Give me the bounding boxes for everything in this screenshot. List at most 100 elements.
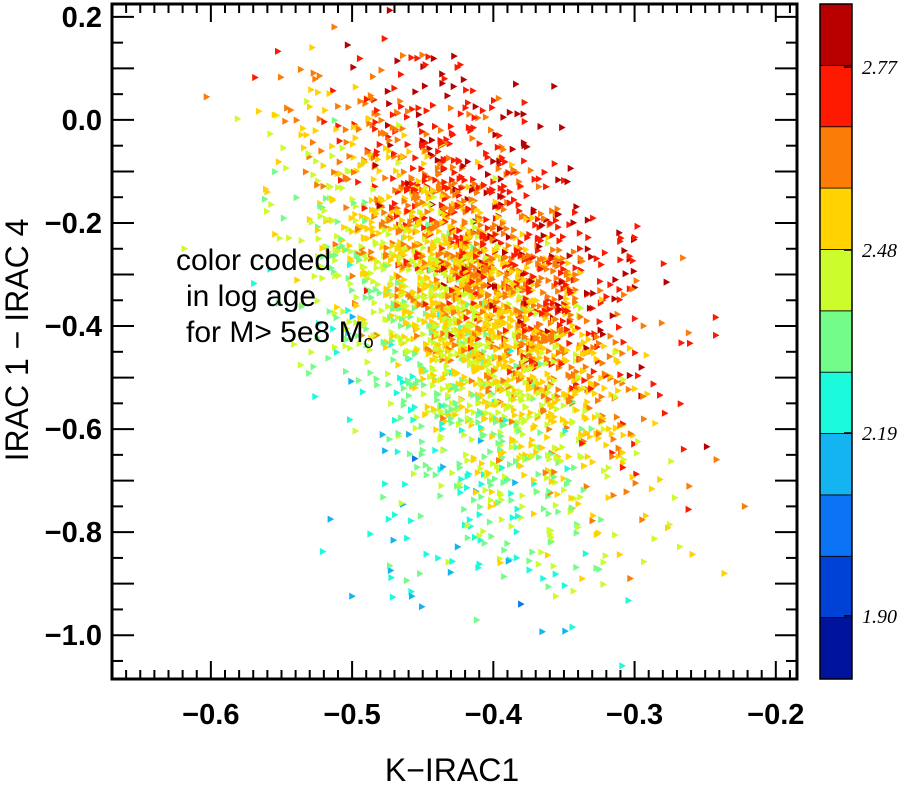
scatter-point bbox=[251, 279, 258, 288]
scatter-point bbox=[487, 448, 494, 456]
scatter-point bbox=[558, 278, 566, 286]
scatter-point bbox=[363, 95, 371, 103]
scatter-point bbox=[556, 321, 564, 329]
scatter-point bbox=[454, 294, 462, 302]
scatter-point bbox=[459, 403, 466, 411]
scatter-point bbox=[583, 317, 591, 325]
scatter-point bbox=[458, 252, 466, 260]
scatter-point bbox=[415, 111, 423, 119]
scatter-point bbox=[484, 311, 491, 319]
scatter-point bbox=[415, 177, 423, 185]
scatter-point bbox=[496, 361, 503, 369]
scatter-point bbox=[516, 369, 524, 377]
scatter-point bbox=[345, 103, 353, 111]
scatter-point bbox=[563, 281, 570, 289]
colorbar-swatch bbox=[819, 3, 853, 66]
scatter-point bbox=[430, 339, 438, 347]
scatter-point bbox=[381, 226, 389, 234]
scatter-point bbox=[542, 469, 550, 477]
scatter-point bbox=[587, 433, 594, 441]
scatter-point bbox=[400, 384, 408, 392]
scatter-point bbox=[386, 435, 394, 443]
scatter-point bbox=[491, 96, 498, 105]
scatter-point bbox=[573, 357, 580, 365]
scatter-point bbox=[475, 350, 482, 358]
scatter-point bbox=[297, 361, 305, 369]
scatter-point bbox=[310, 138, 317, 146]
scatter-point bbox=[527, 376, 534, 384]
scatter-point bbox=[549, 231, 557, 239]
scatter-point bbox=[391, 511, 399, 519]
scatter-point bbox=[404, 207, 412, 215]
scatter-point bbox=[487, 232, 494, 240]
scatter-point bbox=[394, 57, 402, 65]
scatter-point bbox=[470, 256, 477, 264]
scatter-point bbox=[505, 557, 513, 565]
scatter-point bbox=[364, 224, 371, 232]
scatter-point bbox=[600, 425, 608, 433]
scatter-point bbox=[541, 407, 548, 415]
scatter-point bbox=[494, 377, 502, 385]
scatter-point bbox=[404, 534, 411, 542]
scatter-point bbox=[367, 287, 375, 295]
scatter-point bbox=[362, 217, 369, 225]
scatter-point bbox=[469, 270, 477, 278]
scatter-point bbox=[437, 126, 445, 134]
scatter-point bbox=[358, 331, 366, 339]
scatter-point bbox=[517, 387, 524, 395]
scatter-point bbox=[413, 261, 420, 269]
scatter-point bbox=[522, 327, 529, 335]
scatter-point bbox=[555, 223, 562, 231]
scatter-point bbox=[458, 475, 465, 483]
scatter-point bbox=[430, 265, 437, 273]
scatter-point bbox=[450, 163, 457, 171]
scatter-point bbox=[291, 340, 298, 348]
scatter-point bbox=[447, 568, 455, 576]
scatter-point bbox=[442, 315, 449, 323]
scatter-point bbox=[474, 270, 481, 278]
scatter-point bbox=[546, 374, 554, 382]
scatter-point bbox=[465, 206, 472, 214]
scatter-point bbox=[349, 272, 357, 280]
scatter-point bbox=[601, 384, 609, 392]
scatter-point bbox=[581, 462, 588, 470]
scatter-point bbox=[497, 329, 504, 337]
scatter-point bbox=[603, 293, 611, 301]
scatter-point bbox=[422, 367, 430, 375]
scatter-point bbox=[590, 512, 597, 520]
scatter-point bbox=[362, 277, 369, 285]
scatter-point bbox=[543, 183, 550, 191]
scatter-point bbox=[376, 140, 384, 149]
scatter-point bbox=[311, 272, 319, 280]
scatter-point bbox=[428, 259, 435, 267]
scatter-point bbox=[585, 330, 593, 338]
scatter-point bbox=[368, 254, 375, 262]
scatter-point bbox=[558, 457, 565, 465]
scatter-point bbox=[349, 286, 356, 294]
scatter-point bbox=[353, 319, 360, 327]
scatter-point bbox=[437, 492, 444, 500]
scatter-point bbox=[607, 372, 614, 380]
scatter-point bbox=[456, 420, 463, 428]
scatter-point bbox=[539, 349, 546, 357]
scatter-point bbox=[595, 529, 603, 537]
scatter-point bbox=[619, 449, 627, 457]
scatter-point bbox=[468, 186, 476, 194]
scatter-point bbox=[500, 401, 508, 409]
scatter-point bbox=[584, 245, 592, 253]
scatter-point bbox=[314, 181, 321, 189]
scatter-point bbox=[568, 363, 576, 371]
scatter-point bbox=[585, 335, 593, 343]
scatter-point bbox=[351, 168, 358, 176]
scatter-point bbox=[540, 288, 547, 297]
scatter-point bbox=[544, 336, 552, 345]
scatter-point bbox=[634, 222, 642, 230]
scatter-point bbox=[338, 235, 345, 243]
scatter-point bbox=[640, 392, 647, 400]
scatter-point bbox=[424, 403, 432, 411]
scatter-point bbox=[470, 454, 478, 462]
scatter-point bbox=[596, 318, 604, 326]
scatter-point bbox=[517, 238, 525, 246]
scatter-point bbox=[617, 256, 624, 264]
scatter-point bbox=[535, 260, 542, 268]
